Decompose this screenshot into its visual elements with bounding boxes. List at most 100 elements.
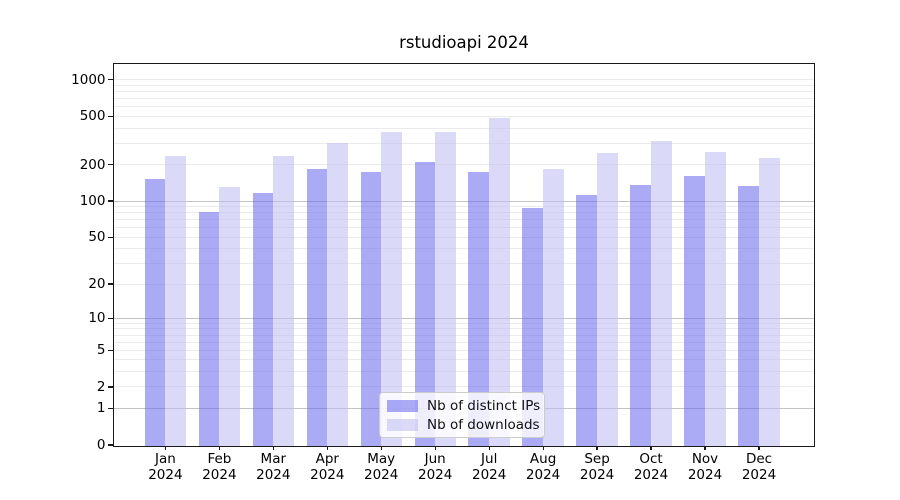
y-gridline-minor — [114, 386, 814, 388]
bar-downloads — [651, 141, 672, 446]
x-tick-year: 2024 — [148, 466, 183, 483]
legend-swatch-downloads — [387, 418, 418, 431]
x-tick-year: 2024 — [256, 466, 291, 483]
y-tick-label: 200 — [79, 156, 106, 173]
legend-label: Nb of downloads — [427, 416, 540, 433]
x-tick-month: Nov — [691, 451, 719, 467]
x-tick-month: Mar — [260, 451, 287, 467]
y-gridline-major — [114, 200, 814, 202]
bar-distinct-ips — [468, 171, 490, 446]
y-gridline-minor — [114, 106, 814, 108]
legend-swatch-distinct-ips — [387, 399, 418, 412]
y-tick-label: 500 — [79, 108, 106, 125]
y-gridline-minor — [114, 322, 814, 324]
y-tick-mark — [108, 407, 113, 409]
x-tick-mark — [650, 445, 652, 451]
y-tick-label: 2 — [96, 378, 106, 395]
x-tick-mark — [542, 445, 544, 451]
x-tick-year: 2024 — [418, 466, 453, 483]
y-tick-label: 1000 — [71, 71, 106, 88]
y-gridline-minor — [114, 371, 814, 373]
y-tick-mark — [108, 444, 113, 446]
y-tick-mark — [108, 317, 113, 319]
y-gridline-minor — [114, 219, 814, 221]
x-tick-label: Jun 2024 — [403, 451, 467, 483]
x-tick-mark — [272, 445, 274, 451]
x-tick-mark — [488, 445, 490, 451]
bar-distinct-ips — [306, 169, 328, 446]
bar-downloads — [489, 118, 510, 446]
y-gridline-minor — [114, 115, 814, 117]
bar-distinct-ips — [522, 208, 544, 446]
bar-downloads — [273, 156, 295, 446]
y-tick-mark — [108, 283, 113, 285]
x-tick-mark — [380, 445, 382, 451]
bar-distinct-ips — [198, 212, 220, 446]
x-tick-label: Feb 2024 — [187, 451, 251, 483]
y-tick-mark — [108, 164, 113, 166]
y-tick-label: 1 — [96, 400, 106, 417]
x-tick-month: Feb — [207, 451, 232, 467]
x-tick-month: Aug — [529, 451, 557, 467]
y-tick-label: 0 — [96, 437, 106, 453]
legend-entry: Nb of downloads — [386, 416, 540, 434]
bar-distinct-ips — [144, 179, 166, 446]
y-tick-mark — [108, 200, 113, 202]
x-tick-mark — [164, 445, 167, 451]
x-tick-year: 2024 — [525, 466, 561, 483]
x-tick-label: Aug 2024 — [511, 451, 575, 483]
y-gridline-minor — [114, 341, 814, 343]
y-tick-mark — [108, 349, 113, 351]
bar-downloads — [165, 156, 187, 446]
x-tick-year: 2024 — [633, 466, 669, 483]
y-gridline-minor — [114, 328, 814, 330]
chart-title: rstudioapi 2024 — [399, 33, 529, 52]
bar-downloads — [327, 142, 349, 446]
x-tick-month: Jun — [424, 451, 446, 467]
x-tick-month: Oct — [639, 451, 663, 467]
x-tick-year: 2024 — [472, 466, 507, 483]
x-tick-label: Mar 2024 — [241, 451, 305, 483]
y-gridline-minor — [114, 142, 814, 144]
y-gridline-minor — [114, 212, 814, 214]
bar-distinct-ips — [576, 195, 598, 446]
bar-distinct-ips — [630, 185, 652, 446]
y-gridline-minor — [114, 206, 814, 208]
legend-label: Nb of distinct IPs — [427, 397, 541, 414]
y-tick-label: 10 — [88, 310, 106, 327]
x-tick-year: 2024 — [687, 466, 723, 483]
y-tick-mark — [108, 115, 113, 118]
bar-distinct-ips — [738, 186, 759, 446]
x-tick-label: Jul 2024 — [457, 451, 521, 483]
bar-downloads — [435, 132, 456, 446]
x-tick-mark — [596, 445, 598, 451]
x-tick-mark — [758, 445, 760, 451]
y-tick-mark — [108, 236, 113, 238]
bar-downloads — [705, 152, 726, 446]
y-tick-mark — [108, 79, 113, 81]
bar-distinct-ips — [252, 192, 274, 446]
x-tick-mark — [704, 445, 706, 451]
y-tick-mark — [108, 386, 113, 388]
x-tick-label: Nov 2024 — [673, 451, 737, 483]
legend-entry: Nb of distinct IPs — [386, 397, 541, 415]
y-gridline-minor — [114, 91, 814, 93]
x-tick-year: 2024 — [579, 466, 615, 483]
y-gridline-minor — [114, 84, 814, 86]
bar-downloads — [597, 153, 618, 446]
x-tick-mark — [434, 445, 436, 451]
y-gridline-minor — [114, 79, 814, 81]
x-tick-month: May — [367, 451, 396, 467]
y-gridline-minor — [114, 359, 814, 361]
y-tick-label: 100 — [79, 193, 106, 210]
x-tick-year: 2024 — [741, 466, 777, 483]
x-tick-year: 2024 — [202, 466, 237, 483]
x-tick-label: Apr 2024 — [295, 451, 359, 483]
x-tick-mark — [218, 445, 220, 451]
bar-downloads — [381, 132, 402, 446]
y-gridline-minor — [114, 283, 814, 285]
x-tick-month: Apr — [315, 451, 339, 467]
y-gridline-minor — [114, 334, 814, 336]
x-tick-year: 2024 — [310, 466, 345, 483]
y-gridline-minor — [114, 98, 814, 100]
